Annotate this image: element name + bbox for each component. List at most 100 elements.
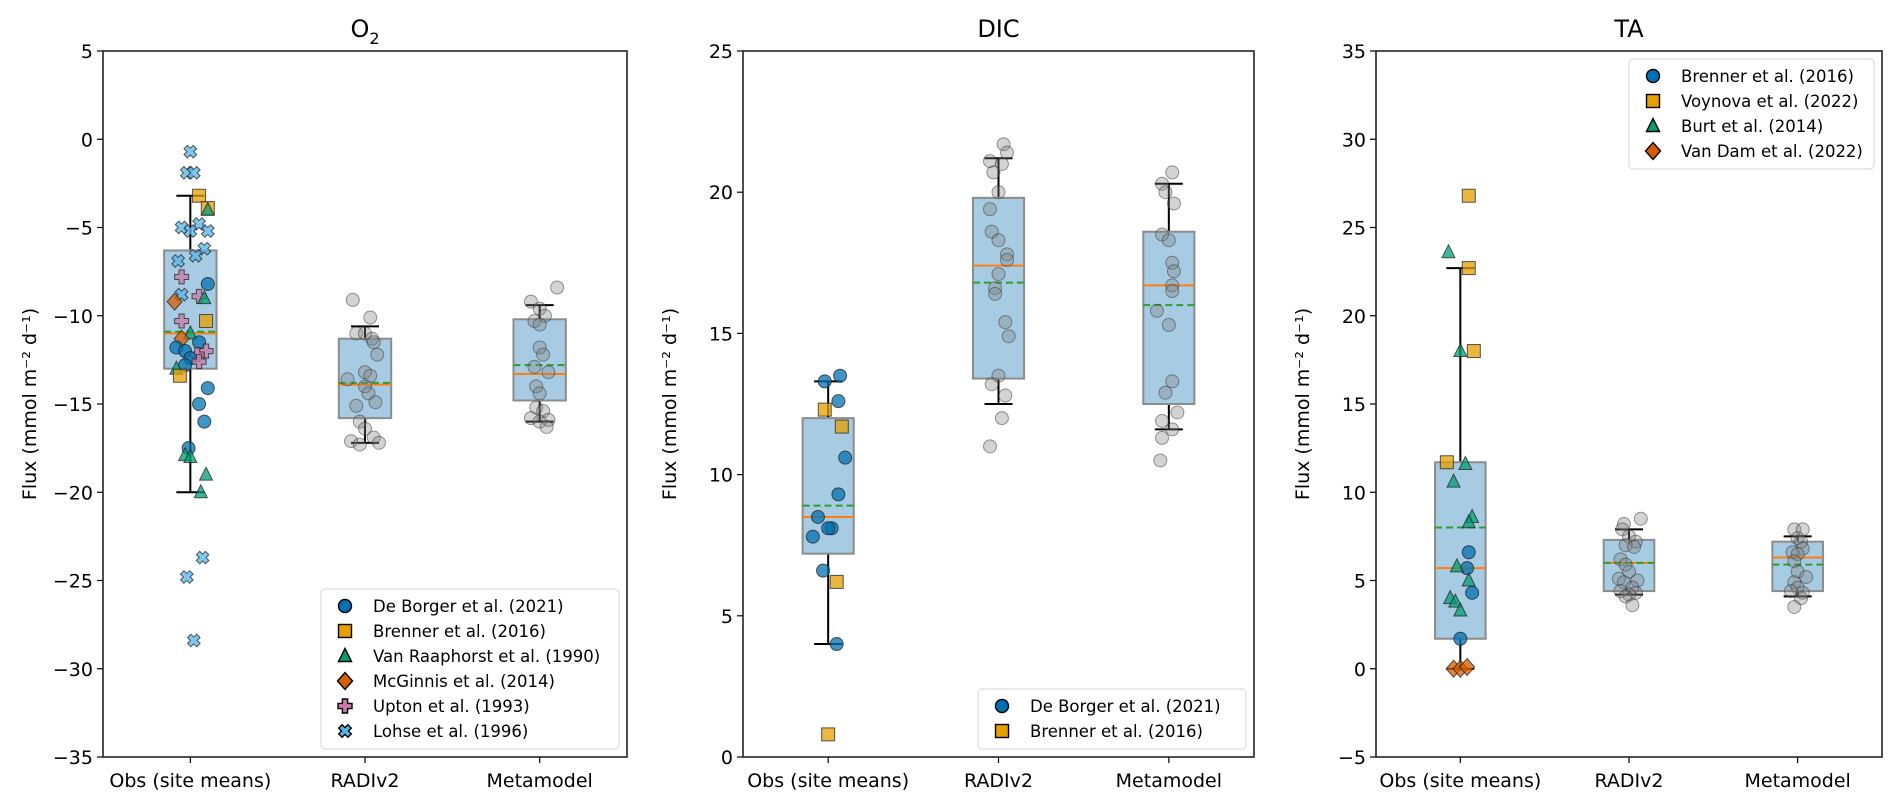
obs-point-circle bbox=[805, 529, 820, 544]
obs-point-circle bbox=[831, 487, 846, 502]
model-point bbox=[349, 398, 364, 413]
obs-point-x bbox=[195, 550, 210, 565]
model-point bbox=[1783, 584, 1798, 599]
y-tick-label: 5 bbox=[1354, 571, 1366, 593]
obs-point-triangle bbox=[1453, 601, 1468, 617]
box-2 bbox=[1142, 182, 1196, 431]
model-point bbox=[1799, 569, 1814, 584]
y-tick-label: 20 bbox=[1342, 306, 1366, 328]
legend-label: Upton et al. (1993) bbox=[373, 697, 530, 716]
model-point bbox=[358, 326, 372, 341]
obs-point-circle bbox=[833, 368, 848, 383]
obs-point-triangle bbox=[1441, 243, 1456, 259]
model-point bbox=[998, 388, 1013, 403]
panel-ta: TA Flux (mmol m⁻² d⁻¹) 35 30 25 20 15 10 5 0 −5 Obs… bbox=[1292, 15, 1883, 792]
legend-label: McGinnis et al. (2014) bbox=[373, 672, 555, 691]
legend-label: Brenner et al. (2016) bbox=[373, 622, 546, 641]
obs-point-circle bbox=[200, 276, 215, 291]
legend-label: Brenner et al. (2016) bbox=[1030, 722, 1203, 741]
legend: Brenner et al. (2016) Voynova et al. (202… bbox=[1628, 58, 1875, 170]
title-subscript: 2 bbox=[369, 29, 379, 48]
y-tick-label: 25 bbox=[709, 41, 733, 63]
legend-marker-square bbox=[337, 623, 353, 639]
model-point bbox=[1165, 422, 1180, 437]
model-point bbox=[1795, 585, 1810, 600]
model-point bbox=[986, 165, 1001, 180]
title-main: TA bbox=[1613, 15, 1644, 43]
model-point bbox=[363, 310, 378, 325]
legend-label: Van Dam et al. (2022) bbox=[1681, 142, 1863, 161]
y-tick-label: 10 bbox=[1342, 482, 1366, 504]
legend-entry: Brenner et al. (2016) bbox=[1645, 67, 1854, 86]
obs-point-circle bbox=[810, 509, 825, 524]
x-tick-label: Metamodel bbox=[1116, 770, 1222, 792]
obs-point-x bbox=[179, 569, 194, 585]
model-point bbox=[1165, 255, 1180, 270]
model-point bbox=[1165, 284, 1180, 299]
model-point bbox=[527, 359, 542, 374]
model-point bbox=[1790, 564, 1805, 579]
model-point bbox=[358, 379, 372, 394]
y-tick-label: 25 bbox=[1342, 218, 1366, 240]
obs-point-square bbox=[1466, 344, 1481, 359]
obs-point-triangle bbox=[193, 483, 209, 499]
y-tick-label: 15 bbox=[709, 323, 733, 345]
model-point bbox=[532, 386, 547, 401]
model-point bbox=[371, 435, 386, 450]
legend-marker-square bbox=[1645, 93, 1661, 109]
model-point bbox=[1166, 264, 1181, 279]
model-point bbox=[1790, 547, 1805, 562]
x-tick-label: Metamodel bbox=[1744, 770, 1850, 792]
y-tick-label: −10 bbox=[53, 306, 93, 328]
axes-frame bbox=[102, 50, 628, 758]
obs-point-triangle bbox=[1453, 342, 1468, 358]
legend-entry: Burt et al. (2014) bbox=[1645, 116, 1823, 136]
obs-point-x bbox=[186, 633, 201, 648]
obs-point-circle bbox=[1465, 585, 1480, 600]
model-point bbox=[1155, 413, 1170, 428]
obs-point-square bbox=[192, 188, 207, 203]
legend-frame bbox=[320, 588, 620, 750]
obs-point-circle bbox=[1460, 561, 1475, 576]
panel-title: O2 bbox=[350, 15, 379, 48]
y-tick-label: −25 bbox=[53, 571, 93, 593]
model-point bbox=[1616, 575, 1631, 590]
legend-label: Burt et al. (2014) bbox=[1681, 117, 1823, 136]
legend-label: Voynova et al. (2022) bbox=[1681, 92, 1858, 111]
panel-dic: DIC Flux (mmol m⁻² d⁻¹) 25 20 15 10 5 0 Obs (sit… bbox=[659, 15, 1255, 792]
obs-point-triangle bbox=[1447, 593, 1463, 608]
obs-point-square bbox=[199, 314, 214, 329]
model-point bbox=[1161, 233, 1176, 248]
model-point bbox=[1161, 317, 1176, 332]
legend-entry: Brenner et al. (2016) bbox=[994, 722, 1203, 741]
y-tick-label: −20 bbox=[53, 482, 93, 504]
y-tick-label: −30 bbox=[53, 659, 93, 681]
obs-point-triangle bbox=[1461, 571, 1477, 587]
legend-marker-triangle bbox=[1645, 116, 1661, 133]
model-point bbox=[1170, 405, 1185, 420]
obs-point-square bbox=[1461, 188, 1476, 203]
legend-entry: Van Dam et al. (2022) bbox=[1644, 141, 1863, 161]
obs-point-circle bbox=[1453, 631, 1468, 646]
y-tick-label: 30 bbox=[1342, 129, 1366, 151]
model-point bbox=[1613, 584, 1628, 599]
obs-point-square bbox=[1461, 261, 1476, 276]
axes-frame bbox=[1375, 50, 1883, 758]
model-point bbox=[998, 315, 1013, 330]
obs-point-plus bbox=[191, 354, 207, 370]
model-point bbox=[991, 233, 1006, 248]
obs-point-triangle bbox=[1446, 473, 1461, 488]
legend-marker-x bbox=[337, 723, 353, 739]
model-point bbox=[1166, 196, 1181, 211]
model-point bbox=[1165, 278, 1180, 293]
legend-marker-plus bbox=[337, 698, 353, 714]
obs-point-x bbox=[171, 253, 186, 269]
obs-point-circle bbox=[829, 637, 844, 652]
obs-point-plus bbox=[174, 269, 190, 285]
model-point bbox=[1149, 303, 1164, 318]
legend-entry: Voynova et al. (2022) bbox=[1645, 92, 1858, 111]
panel-title: TA bbox=[1613, 15, 1644, 43]
axes-frame bbox=[742, 50, 1255, 758]
obs-point-triangle bbox=[183, 324, 198, 340]
